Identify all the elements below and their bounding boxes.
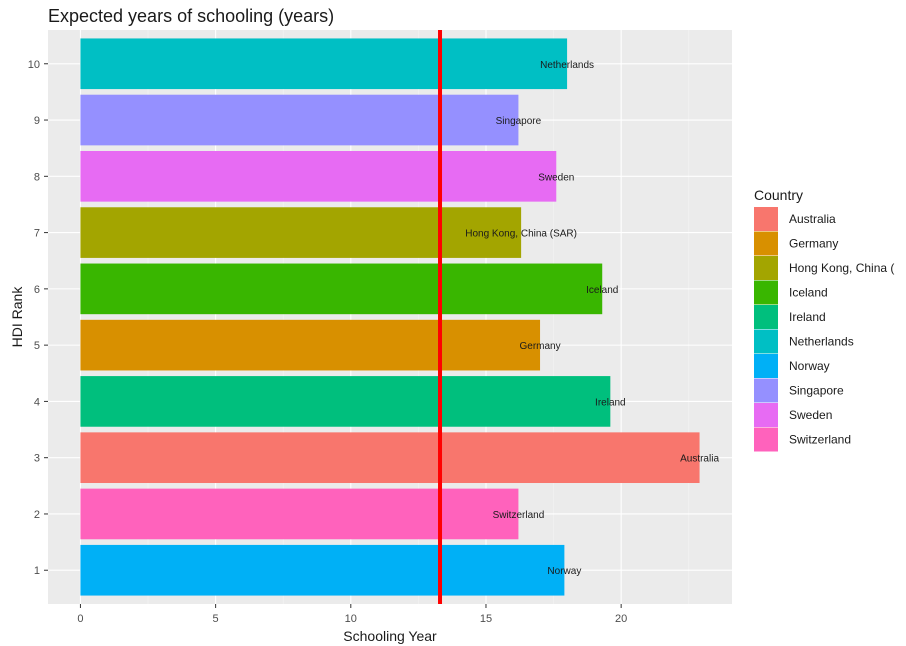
legend-label-8: Singapore <box>789 384 844 398</box>
bar-labels: Norway Switzerland Australia Ireland Germany… <box>465 60 719 577</box>
legend-key-10 <box>754 427 778 452</box>
bar-rank-4 <box>80 376 611 427</box>
y-tick-label-2: 2 <box>34 509 40 521</box>
y-tick-label-3: 3 <box>34 453 40 465</box>
legend-label-5: Ireland <box>789 310 826 324</box>
legend-key-4 <box>754 280 778 305</box>
bar-rank-8 <box>80 150 557 202</box>
y-tick-label-8: 8 <box>34 171 40 183</box>
legend-key-5 <box>754 305 778 329</box>
bar-label-rank-2: Switzerland <box>493 510 545 521</box>
bar-rank-7 <box>80 207 522 258</box>
x-tick-label-10: 10 <box>345 613 357 625</box>
bar-label-rank-5: Germany <box>519 341 560 352</box>
legend-label-6: Netherlands <box>789 335 854 349</box>
legend-key-8 <box>754 378 778 403</box>
bar-label-rank-10: Netherlands <box>540 60 594 71</box>
legend-label-3: Hong Kong, China ( <box>789 261 894 275</box>
y-tick-label-6: 6 <box>34 284 40 296</box>
bar-rank-6 <box>80 263 603 315</box>
y-tick-label-1: 1 <box>34 565 40 577</box>
y-axis-ticks: 1 2 3 4 5 6 7 8 9 10 <box>28 59 48 577</box>
legend-key-2 <box>754 231 778 256</box>
legend-key-1 <box>754 207 778 231</box>
bar-rank-9 <box>80 94 519 146</box>
x-tick-label-15: 15 <box>480 613 492 625</box>
y-tick-label-10: 10 <box>28 59 40 71</box>
legend-title: Country <box>754 187 803 203</box>
x-axis-title: Schooling Year <box>343 628 437 644</box>
bar-label-rank-1: Norway <box>547 566 581 577</box>
y-tick-label-4: 4 <box>34 396 40 408</box>
x-tick-label-0: 0 <box>77 613 83 625</box>
bar-rank-2 <box>80 488 519 540</box>
legend: Country Australia Germany Hong Kong, China… <box>754 187 894 452</box>
y-axis-title: HDI Rank <box>9 286 25 348</box>
legend-label-9: Sweden <box>789 408 832 422</box>
x-tick-label-20: 20 <box>615 613 627 625</box>
bar-label-rank-4: Ireland <box>595 397 626 408</box>
bar-rank-1 <box>80 544 565 596</box>
chart-title: Expected years of schooling (years) <box>48 6 334 26</box>
bar-rank-3 <box>80 432 700 484</box>
legend-key-9 <box>754 403 778 427</box>
legend-key-7 <box>754 354 778 378</box>
x-tick-label-5: 5 <box>213 613 219 625</box>
bar-label-rank-3: Australia <box>680 454 719 465</box>
legend-label-4: Iceland <box>789 286 828 300</box>
legend-key-3 <box>754 256 778 280</box>
legend-label-2: Germany <box>789 237 838 251</box>
legend-key-6 <box>754 329 778 354</box>
legend-label-7: Norway <box>789 359 830 373</box>
y-tick-label-9: 9 <box>34 115 40 127</box>
x-axis-ticks: 0 5 10 15 20 <box>77 604 627 625</box>
bar-label-rank-8: Sweden <box>538 172 574 183</box>
y-tick-label-5: 5 <box>34 340 40 352</box>
bar-label-rank-7: Hong Kong, China (SAR) <box>465 229 577 240</box>
y-tick-label-7: 7 <box>34 228 40 240</box>
legend-label-1: Australia <box>789 212 836 226</box>
legend-label-10: Switzerland <box>789 433 851 447</box>
bar-label-rank-9: Singapore <box>496 116 542 127</box>
bars <box>80 38 700 596</box>
bar-rank-5 <box>80 319 541 371</box>
bar-label-rank-6: Iceland <box>586 285 618 296</box>
bar-rank-10 <box>80 38 568 90</box>
